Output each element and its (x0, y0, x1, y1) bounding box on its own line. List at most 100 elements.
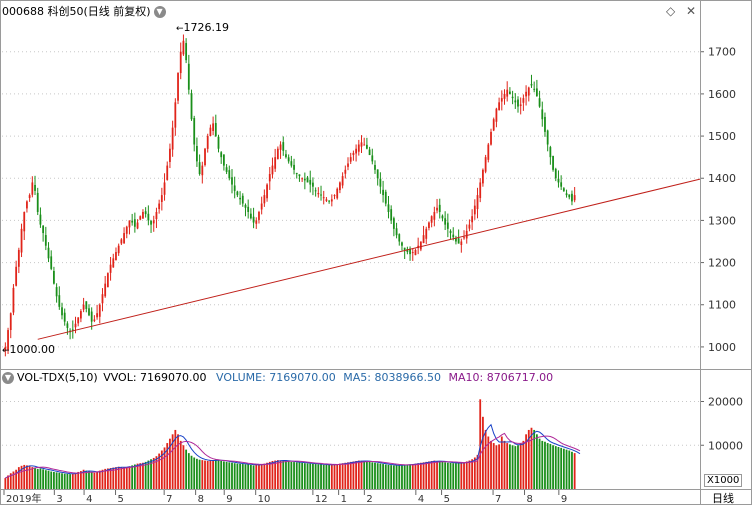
candle-body (47, 247, 50, 259)
candle-body (244, 204, 247, 208)
candle-body (225, 167, 228, 172)
volume-bar (228, 462, 231, 489)
volume-bar (44, 470, 47, 489)
volume-bar (511, 445, 514, 489)
volume-bar (349, 461, 352, 489)
candle-body (303, 178, 306, 181)
diamond-outline-icon[interactable]: ◇ (666, 4, 676, 18)
volume-bar (174, 429, 177, 489)
volume-tick-label: 20000 (708, 396, 743, 409)
candle-body (150, 221, 152, 225)
volume-bar (204, 460, 206, 489)
candle-body (438, 204, 441, 212)
candle-body (123, 233, 125, 244)
volume-bar (549, 443, 552, 489)
volume-bar (344, 462, 347, 489)
candle-body (360, 142, 363, 147)
volume-bar (198, 459, 201, 489)
high-value: 1726.19 (183, 21, 230, 34)
candle-body (519, 104, 522, 106)
candle-body (12, 287, 15, 313)
volume-bar (109, 468, 112, 489)
candle-body (379, 178, 382, 187)
volume-bar (117, 466, 120, 489)
candle-body (133, 219, 136, 227)
candle-body (217, 136, 220, 149)
volume-bar (125, 467, 128, 489)
volume-bar (341, 463, 344, 489)
volume-bar (9, 473, 12, 489)
volume-bar (12, 471, 15, 489)
price-grid (2, 51, 700, 348)
chevron-down-icon[interactable]: ▼ (153, 6, 166, 18)
volume-bar (266, 462, 268, 489)
volume-bar (28, 466, 31, 489)
candle-body (198, 162, 201, 175)
volume-bar (249, 464, 252, 489)
volume-bar (166, 443, 169, 489)
candle-body (330, 199, 333, 202)
volume-bar (201, 460, 204, 489)
candle-body (293, 164, 295, 170)
candle-body (158, 203, 161, 210)
volume-bar (446, 462, 449, 489)
volume-bar (546, 443, 549, 489)
chart-title-bar[interactable]: 000688 科创50(日线 前复权) ▼ (2, 3, 166, 19)
candle-body (430, 216, 433, 223)
candle-body (142, 211, 144, 219)
candle-body (339, 182, 341, 191)
volume-bar (136, 463, 139, 489)
x-month-label: 9 (561, 494, 567, 505)
price-tick-label: 1100 (708, 299, 736, 312)
volume-axis: 10000 20000 (700, 396, 743, 452)
candle-body (171, 127, 174, 150)
close-icon[interactable]: ✕ (686, 4, 697, 18)
candle-body (26, 201, 28, 209)
volume-bar (301, 462, 304, 489)
volume-bar (328, 464, 331, 489)
candle-body (314, 190, 317, 192)
candle-body (263, 195, 266, 204)
candle-body (390, 209, 393, 221)
candle-body (204, 148, 206, 166)
volume-bar (460, 462, 463, 489)
volume-bar (31, 467, 34, 489)
volume-bar (112, 467, 115, 489)
candle-body (365, 144, 368, 149)
candle-body (93, 319, 96, 321)
chevron-down-icon[interactable]: ▼ (2, 372, 14, 384)
candle-body (236, 191, 239, 196)
candle-body (446, 222, 449, 229)
candle-body (433, 211, 436, 220)
candle-body (425, 228, 428, 239)
candle-body (177, 72, 179, 101)
volume-bar (241, 464, 244, 489)
volume-bar (522, 440, 525, 489)
candle-body (522, 98, 525, 103)
volume-bar (260, 464, 263, 489)
volume-bar (422, 462, 425, 489)
x-month-label: 5 (444, 494, 450, 505)
volume-bar (295, 462, 298, 489)
volume-bar (290, 461, 293, 489)
volume-bar (179, 440, 182, 489)
volume-bar (247, 464, 250, 489)
candle-body (312, 182, 314, 187)
volume-bar (61, 473, 63, 489)
candle-body (214, 123, 217, 137)
candle-body (4, 346, 7, 352)
candle-body (333, 195, 336, 197)
candle-body (53, 270, 55, 284)
candle-body (42, 225, 45, 234)
candle-body (255, 220, 258, 224)
candle-body (465, 230, 468, 239)
volume-bar (293, 462, 295, 489)
candle-body (320, 194, 322, 196)
volume-bar (214, 459, 217, 489)
candle-body (562, 188, 565, 191)
volume-bar (255, 464, 258, 489)
volume-bar (17, 467, 20, 489)
candle-body (109, 264, 112, 273)
volume-bar (185, 449, 188, 489)
period-label[interactable]: 日线 (712, 492, 734, 505)
